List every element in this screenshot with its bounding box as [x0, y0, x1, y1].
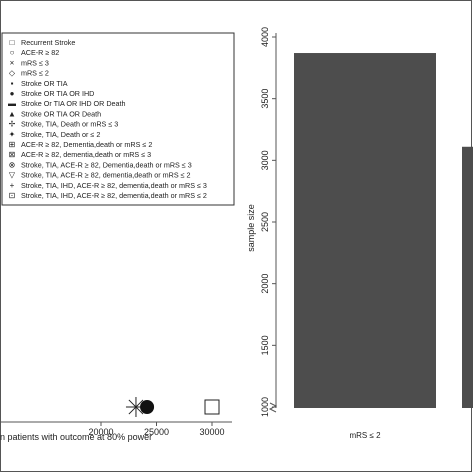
legend-symbol: ▲: [8, 109, 16, 118]
bar-y-tick-label: 3000: [260, 150, 270, 170]
data-point-open-square: [204, 399, 220, 415]
scatter-x-axis-label: n patients with outcome at 80% power: [0, 432, 152, 442]
legend-box: [1, 32, 235, 206]
legend-label: Stroke Or TIA OR IHD OR Death: [21, 99, 126, 108]
legend-symbol: ◇: [9, 69, 16, 78]
bar: [462, 146, 473, 408]
bar-y-axis-label: sample size: [246, 204, 256, 252]
legend-symbol: ▬: [8, 99, 16, 108]
bar-panel: 1000 1500 2000 2500 3000 3500 4000 mRS ≤ 2 sam…: [246, 27, 473, 440]
bar-y-tick-label: 2500: [260, 212, 270, 232]
legend-label: Stroke, TIA, ACE-R ≥ 82, dementia,death …: [21, 171, 191, 180]
legend-symbol: ●: [10, 89, 15, 98]
legend-symbol: ✦: [9, 130, 16, 139]
legend-symbol: ✢: [9, 120, 16, 129]
legend-symbol: ×: [10, 58, 15, 67]
data-point-asterisk: [125, 397, 146, 417]
legend-label: Stroke, TIA, Death or ≤ 2: [21, 130, 100, 139]
legend-symbol: □: [10, 38, 15, 47]
legend-symbol: ⊗: [9, 160, 16, 169]
legend-symbol: ⊡: [9, 191, 16, 200]
bar-y-tick-label: 4000: [260, 27, 270, 47]
legend-label: ACE-R ≥ 82, Dementia,death or mRS ≤ 2: [21, 140, 152, 149]
scatter-x-tick-label: 20000: [88, 427, 113, 437]
bar: [294, 53, 436, 409]
scatter-x-tick-label: 25000: [144, 427, 169, 437]
legend: □ Recurrent Stroke ○ ACE-R ≥ 82 × mRS ≤ 3 ◇ mRS…: [8, 38, 207, 200]
legend-label: mRS ≤ 3: [21, 58, 49, 67]
legend-label: Stroke OR TIA OR Death: [21, 109, 101, 118]
scatter-panel: □ Recurrent Stroke ○ ACE-R ≥ 82 × mRS ≤ 3 ◇ mRS…: [0, 32, 235, 442]
scatter-points: [125, 397, 220, 417]
legend-symbol: ▪: [11, 79, 14, 88]
legend-label: Stroke, TIA, IHD, ACE-R ≥ 82, dementia,d…: [21, 191, 207, 200]
legend-symbol: ⊠: [9, 150, 16, 159]
legend-label: mRS ≤ 2: [21, 69, 49, 78]
legend-symbol: ▽: [9, 171, 16, 180]
bar-categories: mRS ≤ 2: [349, 431, 381, 440]
scatter-x-ticks: 20000 25000 30000: [88, 422, 225, 437]
legend-label: Stroke OR TIA: [21, 79, 68, 88]
bar-y-tick-label: 2000: [260, 274, 270, 294]
legend-label: Stroke OR TIA OR IHD: [21, 89, 94, 98]
legend-label: ACE-R ≥ 82, dementia,death or mRS ≤ 3: [21, 150, 151, 159]
legend-label: Recurrent Stroke: [21, 38, 75, 47]
bar-y-tick-label: 1500: [260, 335, 270, 355]
bar-y-tick-label: 1000: [260, 397, 270, 417]
legend-label: Stroke, TIA, Death or mRS ≤ 3: [21, 120, 118, 129]
bar-y-tick-label: 3500: [260, 89, 270, 109]
scatter-x-tick-label: 30000: [199, 427, 224, 437]
legend-symbol: ○: [10, 48, 15, 57]
data-point-filled-circle: [140, 400, 155, 414]
bar-y-ticks: 1000 1500 2000 2500 3000 3500 4000: [260, 27, 276, 417]
legend-label: ACE-R ≥ 82: [21, 48, 59, 57]
legend-symbol: +: [10, 181, 15, 190]
bars: [294, 53, 473, 409]
legend-label: Stroke, TIA, IHD, ACE-R ≥ 82, dementia,d…: [21, 181, 207, 190]
legend-symbol: ⊞: [9, 140, 16, 149]
legend-label: Stroke, TIA, ACE-R ≥ 82, Dementia,death …: [21, 160, 192, 169]
bar-category-label: mRS ≤ 2: [349, 431, 381, 440]
